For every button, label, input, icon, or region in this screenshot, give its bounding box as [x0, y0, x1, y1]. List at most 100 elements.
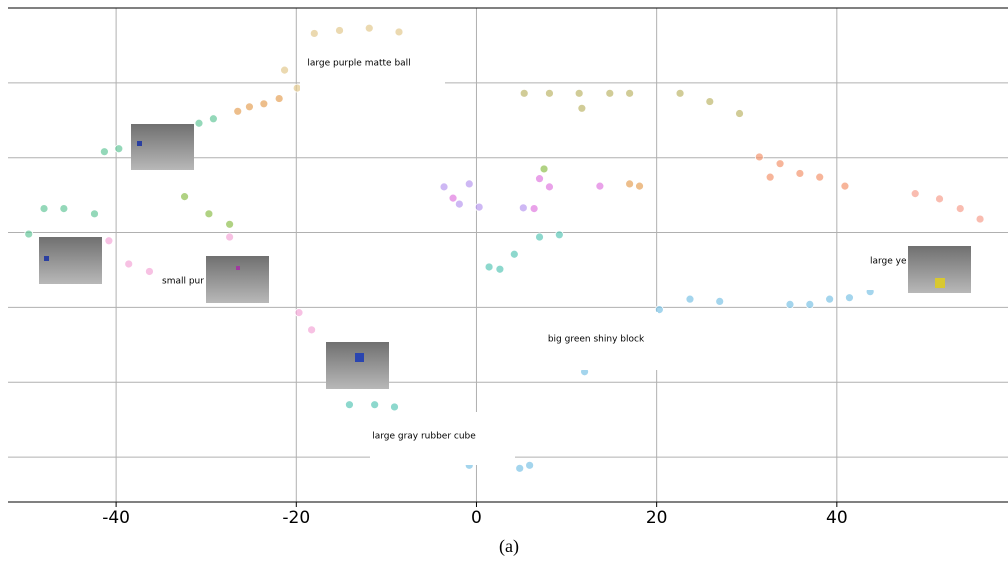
annotation: large purple matte ball — [307, 59, 410, 69]
x-tick-label: 20 — [646, 508, 668, 528]
point — [274, 94, 284, 103]
point — [495, 264, 505, 274]
point — [574, 88, 584, 98]
point — [464, 179, 474, 189]
point — [539, 164, 549, 174]
point — [124, 259, 134, 269]
point — [535, 174, 544, 184]
point — [335, 26, 344, 35]
point — [685, 294, 695, 304]
annotation-box — [863, 240, 908, 290]
point — [515, 463, 525, 473]
point — [545, 182, 554, 192]
annotation: big green shiny block — [548, 335, 645, 345]
overlays: large purple matte ball small pur big gree… — [39, 38, 971, 465]
point — [484, 262, 494, 272]
point — [245, 102, 254, 112]
point — [209, 114, 218, 124]
point — [554, 230, 564, 240]
point — [675, 88, 685, 98]
point — [775, 159, 785, 169]
annotation-box — [370, 412, 515, 465]
point — [805, 299, 815, 309]
point — [654, 305, 664, 315]
thumbnail — [131, 124, 194, 170]
x-tick-label: 40 — [826, 508, 848, 528]
point — [180, 192, 189, 202]
caption: (a) — [499, 536, 519, 557]
annotation: small pur — [162, 277, 204, 287]
thumbnail — [908, 246, 971, 293]
point — [519, 88, 529, 98]
x-tick-label: 0 — [471, 508, 482, 528]
point — [99, 147, 109, 157]
point — [825, 294, 835, 304]
point — [439, 182, 449, 192]
point — [370, 400, 380, 410]
point — [535, 232, 544, 242]
annotation-box — [300, 38, 445, 95]
annotation-box — [155, 252, 207, 300]
point — [815, 172, 825, 182]
point — [577, 103, 587, 113]
point — [525, 460, 535, 470]
x-tick-label: -20 — [282, 508, 310, 528]
point — [24, 229, 34, 239]
point — [625, 88, 635, 98]
point — [595, 181, 605, 191]
point — [735, 109, 744, 118]
point — [104, 236, 114, 246]
point — [955, 204, 965, 213]
x-tick-label: -40 — [102, 508, 130, 528]
point — [545, 88, 554, 98]
annotation: large gray rubber cube — [372, 432, 476, 442]
point — [225, 232, 235, 242]
thumbnail — [39, 237, 102, 284]
point — [90, 209, 99, 219]
point — [765, 172, 775, 182]
points — [24, 23, 985, 473]
point — [309, 29, 319, 38]
point — [910, 189, 920, 199]
point — [975, 214, 985, 224]
point — [754, 152, 764, 162]
point — [59, 204, 69, 213]
point — [605, 88, 615, 98]
point — [474, 202, 484, 212]
point — [715, 297, 725, 306]
point — [795, 169, 805, 178]
point — [39, 204, 49, 213]
point — [840, 181, 850, 191]
point — [194, 118, 204, 128]
point — [454, 199, 464, 209]
point — [509, 249, 519, 259]
point — [635, 181, 644, 191]
point — [705, 97, 715, 106]
point — [280, 65, 289, 75]
point — [935, 194, 944, 204]
point — [259, 99, 269, 109]
annotation: large ye — [870, 257, 907, 267]
point — [394, 27, 404, 37]
thumbnail — [326, 342, 389, 389]
point — [390, 402, 399, 412]
point — [448, 193, 458, 203]
point — [204, 209, 214, 219]
point — [625, 179, 635, 189]
point — [529, 204, 539, 213]
point — [785, 299, 795, 309]
point — [225, 219, 235, 229]
point — [233, 106, 243, 116]
point — [292, 83, 302, 93]
annotation-box — [530, 312, 658, 370]
point — [364, 23, 374, 33]
thumbnail — [206, 256, 269, 303]
point — [294, 308, 304, 318]
point — [345, 400, 354, 410]
point — [845, 293, 854, 303]
point — [518, 203, 528, 213]
point — [114, 144, 124, 154]
point — [307, 325, 317, 335]
